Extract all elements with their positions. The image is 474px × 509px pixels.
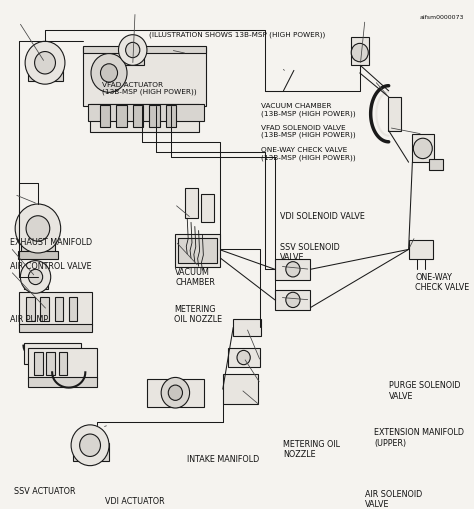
Bar <box>88 104 204 122</box>
Bar <box>19 324 92 332</box>
Bar <box>201 195 214 223</box>
Circle shape <box>168 385 182 401</box>
Bar <box>149 106 160 127</box>
Circle shape <box>80 434 100 457</box>
Bar <box>412 135 434 163</box>
Text: EXHAUST MANIFOLD: EXHAUST MANIFOLD <box>10 238 92 247</box>
Text: ONE-WAY CHECK VALVE
(13B-MSP (HIGH POWER)): ONE-WAY CHECK VALVE (13B-MSP (HIGH POWER… <box>261 147 356 160</box>
Text: SSV SOLENOID
VALVE: SSV SOLENOID VALVE <box>280 242 339 262</box>
Bar <box>228 348 260 367</box>
Bar <box>55 297 63 322</box>
Bar <box>133 106 143 127</box>
Circle shape <box>20 261 51 294</box>
Text: VFAD SOLENOID VALVE
(13B-MSP (HIGH POWER)): VFAD SOLENOID VALVE (13B-MSP (HIGH POWER… <box>261 125 356 138</box>
Bar <box>275 260 310 280</box>
Bar <box>69 297 77 322</box>
Text: INTAKE MANIFOLD: INTAKE MANIFOLD <box>187 455 259 464</box>
Bar <box>83 48 206 107</box>
Circle shape <box>413 139 432 159</box>
Circle shape <box>126 43 140 59</box>
Bar <box>26 297 35 322</box>
Bar <box>73 443 109 461</box>
Bar <box>90 104 199 132</box>
Circle shape <box>26 216 50 242</box>
Bar <box>275 290 310 310</box>
Bar <box>185 188 198 219</box>
Bar <box>178 238 217 264</box>
Bar <box>46 353 55 376</box>
Circle shape <box>15 205 61 253</box>
Bar <box>223 374 258 405</box>
Circle shape <box>286 262 300 277</box>
Bar <box>18 252 58 260</box>
Bar <box>100 106 110 127</box>
Text: AIR SOLENOID
VALVE: AIR SOLENOID VALVE <box>365 489 422 508</box>
Bar <box>24 281 48 289</box>
Circle shape <box>118 36 147 66</box>
Circle shape <box>100 65 118 83</box>
Text: METERING
OIL NOZZLE: METERING OIL NOZZLE <box>174 304 223 324</box>
Text: VDI SOLENOID VALVE: VDI SOLENOID VALVE <box>280 211 365 220</box>
Circle shape <box>35 52 55 75</box>
Bar <box>21 241 55 253</box>
Bar <box>19 293 92 326</box>
Circle shape <box>91 54 127 93</box>
Bar <box>388 98 401 131</box>
Bar <box>59 353 67 376</box>
Bar <box>122 57 144 66</box>
Bar <box>429 159 443 171</box>
Text: ONE-WAY
CHECK VALVE: ONE-WAY CHECK VALVE <box>415 272 469 292</box>
Bar <box>409 240 433 260</box>
Bar <box>351 38 369 66</box>
Bar <box>166 106 176 127</box>
Circle shape <box>161 378 190 408</box>
Text: aifsm0000073: aifsm0000073 <box>420 15 465 20</box>
Bar <box>24 344 81 364</box>
Text: (ILLUSTRATION SHOWS 13B-MSP (HIGH POWER)): (ILLUSTRATION SHOWS 13B-MSP (HIGH POWER)… <box>149 32 325 38</box>
Circle shape <box>28 270 43 285</box>
Text: VACUUM
CHAMBER: VACUUM CHAMBER <box>175 267 215 287</box>
Bar <box>28 349 97 379</box>
Circle shape <box>351 44 368 63</box>
Circle shape <box>286 293 300 308</box>
Text: EXTENSION MANIFOLD
(UPPER): EXTENSION MANIFOLD (UPPER) <box>374 428 465 447</box>
Text: AIR PUMP: AIR PUMP <box>10 314 48 323</box>
Circle shape <box>71 425 109 466</box>
Circle shape <box>25 42 65 85</box>
Bar <box>147 379 204 407</box>
Text: AIR CONTROL VALVE: AIR CONTROL VALVE <box>10 261 92 270</box>
Text: VACUUM CHAMBER
(13B-MSP (HIGH POWER)): VACUUM CHAMBER (13B-MSP (HIGH POWER)) <box>261 103 356 116</box>
Bar <box>34 353 43 376</box>
Bar <box>28 70 63 81</box>
Text: SSV ACTUATOR: SSV ACTUATOR <box>14 486 76 495</box>
Bar <box>28 378 97 387</box>
Text: PURGE SOLENOID
VALVE: PURGE SOLENOID VALVE <box>389 381 460 400</box>
Bar <box>175 234 220 267</box>
Bar <box>116 106 127 127</box>
Text: VFAD ACTUATOR
(13B-MSP (HIGH POWER)): VFAD ACTUATOR (13B-MSP (HIGH POWER)) <box>102 81 197 95</box>
Text: METERING OIL
NOZZLE: METERING OIL NOZZLE <box>283 439 340 458</box>
Bar <box>233 320 261 336</box>
Text: VDI ACTUATOR: VDI ACTUATOR <box>105 496 165 505</box>
Bar <box>83 47 206 53</box>
Circle shape <box>237 351 250 365</box>
Bar <box>40 297 49 322</box>
